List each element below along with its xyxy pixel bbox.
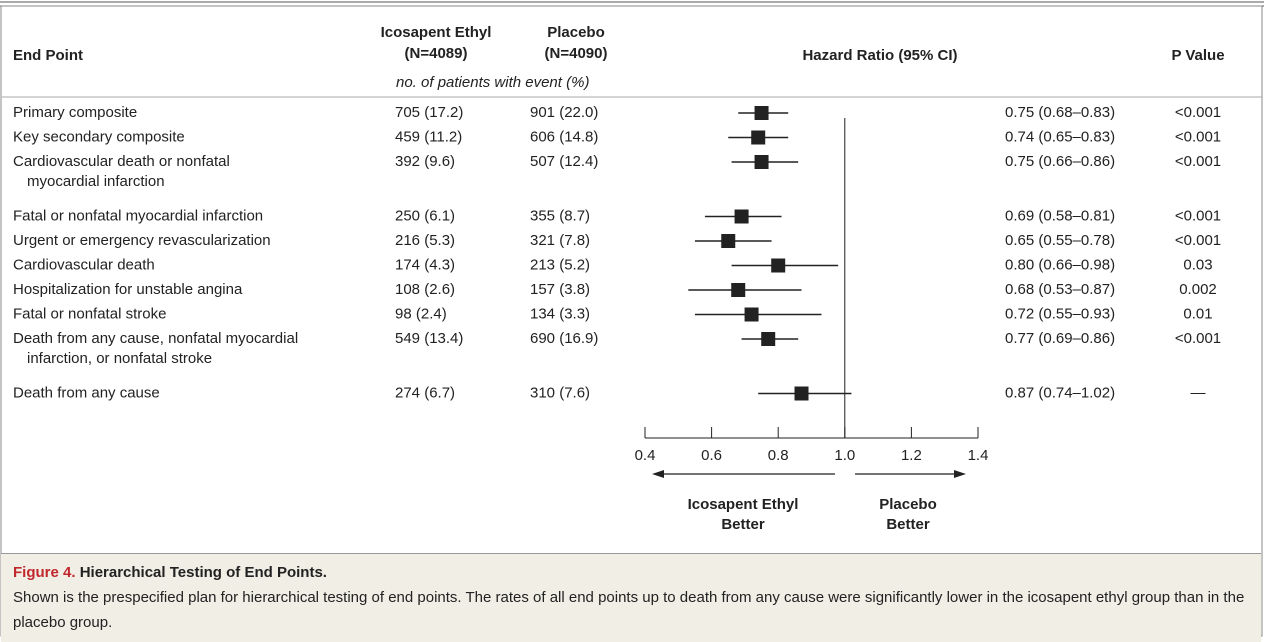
x-tick-label: 1.0 bbox=[834, 447, 855, 464]
icosapent-events: 705 (17.2) bbox=[395, 104, 463, 121]
icosapent-events: 250 (6.1) bbox=[395, 207, 455, 224]
hr-square bbox=[744, 307, 759, 322]
end-point: Death from any cause bbox=[13, 384, 160, 401]
p-value: <0.001 bbox=[1175, 128, 1221, 145]
arrow-head bbox=[954, 470, 966, 478]
end-point: Urgent or emergency revascularization bbox=[13, 232, 271, 249]
end-point: Fatal or nonfatal stroke bbox=[13, 305, 166, 322]
caption-label: Figure 4. bbox=[13, 564, 76, 581]
x-tick-label: 1.4 bbox=[968, 447, 989, 464]
hr-square bbox=[794, 386, 809, 401]
end-point: Primary composite bbox=[13, 104, 137, 121]
placebo-header: Placebo bbox=[547, 24, 605, 41]
icosapent-events: 108 (2.6) bbox=[395, 281, 455, 298]
events-note: no. of patients with event (%) bbox=[396, 74, 589, 91]
x-tick-label: 0.6 bbox=[701, 447, 722, 464]
p-value: 0.002 bbox=[1179, 281, 1217, 298]
hazard-ratio-label: 0.75 (0.66–0.86) bbox=[1005, 153, 1115, 170]
end-point: Death from any cause, nonfatal myocardia… bbox=[13, 330, 298, 347]
end-point: Fatal or nonfatal myocardial infarction bbox=[13, 207, 263, 224]
p-value: <0.001 bbox=[1175, 104, 1221, 121]
x-tick-label: 0.4 bbox=[635, 447, 656, 464]
placebo-events: 134 (3.3) bbox=[530, 305, 590, 322]
hr-square bbox=[771, 258, 786, 273]
hazard-ratio-label: 0.87 (0.74–1.02) bbox=[1005, 384, 1115, 401]
icosapent-events: 459 (11.2) bbox=[395, 128, 462, 145]
end-point: Key secondary composite bbox=[13, 128, 185, 145]
end-point: Cardiovascular death or nonfatal bbox=[13, 153, 230, 170]
caption-title: Hierarchical Testing of End Points. bbox=[79, 564, 327, 581]
placebo-events: 213 (5.2) bbox=[530, 256, 590, 273]
p-value: <0.001 bbox=[1175, 330, 1221, 347]
icosapent-events: 174 (4.3) bbox=[395, 256, 455, 273]
hr-square bbox=[731, 283, 746, 297]
icosapent-events: 549 (13.4) bbox=[395, 330, 463, 347]
favors-label: Better bbox=[721, 516, 765, 533]
end-point: myocardial infarction bbox=[27, 173, 165, 190]
hr-square bbox=[754, 106, 769, 120]
p-value: 0.03 bbox=[1183, 256, 1212, 273]
end-point: Cardiovascular death bbox=[13, 256, 155, 273]
hr-square bbox=[734, 209, 749, 224]
hazard-ratio-label: 0.68 (0.53–0.87) bbox=[1005, 281, 1115, 298]
p-value: — bbox=[1191, 384, 1206, 401]
hr-square bbox=[721, 234, 736, 248]
caption: Figure 4. Hierarchical Testing of End Po… bbox=[1, 553, 1261, 642]
end-point-header: End Point bbox=[13, 47, 83, 64]
favors-label: Icosapent Ethyl bbox=[688, 496, 799, 513]
icosapent-events: 274 (6.7) bbox=[395, 384, 455, 401]
x-tick-label: 0.8 bbox=[768, 447, 789, 464]
hazard-ratio-label: 0.72 (0.55–0.93) bbox=[1005, 305, 1115, 322]
hr-square bbox=[761, 332, 776, 346]
placebo-events: 321 (7.8) bbox=[530, 232, 590, 249]
p-value: <0.001 bbox=[1175, 207, 1221, 224]
placebo-events: 157 (3.8) bbox=[530, 281, 590, 298]
icosapent-header: (N=4089) bbox=[405, 45, 468, 62]
icosapent-events: 392 (9.6) bbox=[395, 153, 455, 170]
icosapent-header: Icosapent Ethyl bbox=[381, 24, 492, 41]
icosapent-events: 98 (2.4) bbox=[395, 305, 447, 322]
favors-label: Better bbox=[886, 516, 930, 533]
hazard-ratio-label: 0.74 (0.65–0.83) bbox=[1005, 128, 1115, 145]
arrow-head bbox=[652, 470, 664, 478]
hazard-ratio-label: 0.77 (0.69–0.86) bbox=[1005, 330, 1115, 347]
hazard-ratio-label: 0.75 (0.68–0.83) bbox=[1005, 104, 1115, 121]
caption-text: Shown is the prespecified plan for hiera… bbox=[13, 589, 1245, 631]
placebo-events: 901 (22.0) bbox=[530, 104, 598, 121]
end-point: infarction, or nonfatal stroke bbox=[27, 350, 212, 367]
x-tick-label: 1.2 bbox=[901, 447, 922, 464]
end-point: Hospitalization for unstable angina bbox=[13, 281, 243, 298]
caption-heading: Figure 4. Hierarchical Testing of End Po… bbox=[13, 560, 1249, 585]
placebo-events: 355 (8.7) bbox=[530, 207, 590, 224]
hr-square bbox=[754, 155, 769, 169]
placebo-header: (N=4090) bbox=[545, 45, 608, 62]
placebo-events: 690 (16.9) bbox=[530, 330, 598, 347]
p-value-header: P Value bbox=[1171, 47, 1224, 64]
hr-square bbox=[751, 130, 766, 145]
hazard-ratio-header: Hazard Ratio (95% CI) bbox=[802, 47, 957, 64]
hazard-ratio-label: 0.69 (0.58–0.81) bbox=[1005, 207, 1115, 224]
placebo-events: 507 (12.4) bbox=[530, 153, 598, 170]
placebo-events: 310 (7.6) bbox=[530, 384, 590, 401]
p-value: <0.001 bbox=[1175, 232, 1221, 249]
favors-label: Placebo bbox=[879, 496, 937, 513]
placebo-events: 606 (14.8) bbox=[530, 128, 598, 145]
icosapent-events: 216 (5.3) bbox=[395, 232, 455, 249]
p-value: 0.01 bbox=[1183, 305, 1212, 322]
hazard-ratio-label: 0.65 (0.55–0.78) bbox=[1005, 232, 1115, 249]
p-value: <0.001 bbox=[1175, 153, 1221, 170]
hazard-ratio-label: 0.80 (0.66–0.98) bbox=[1005, 256, 1115, 273]
